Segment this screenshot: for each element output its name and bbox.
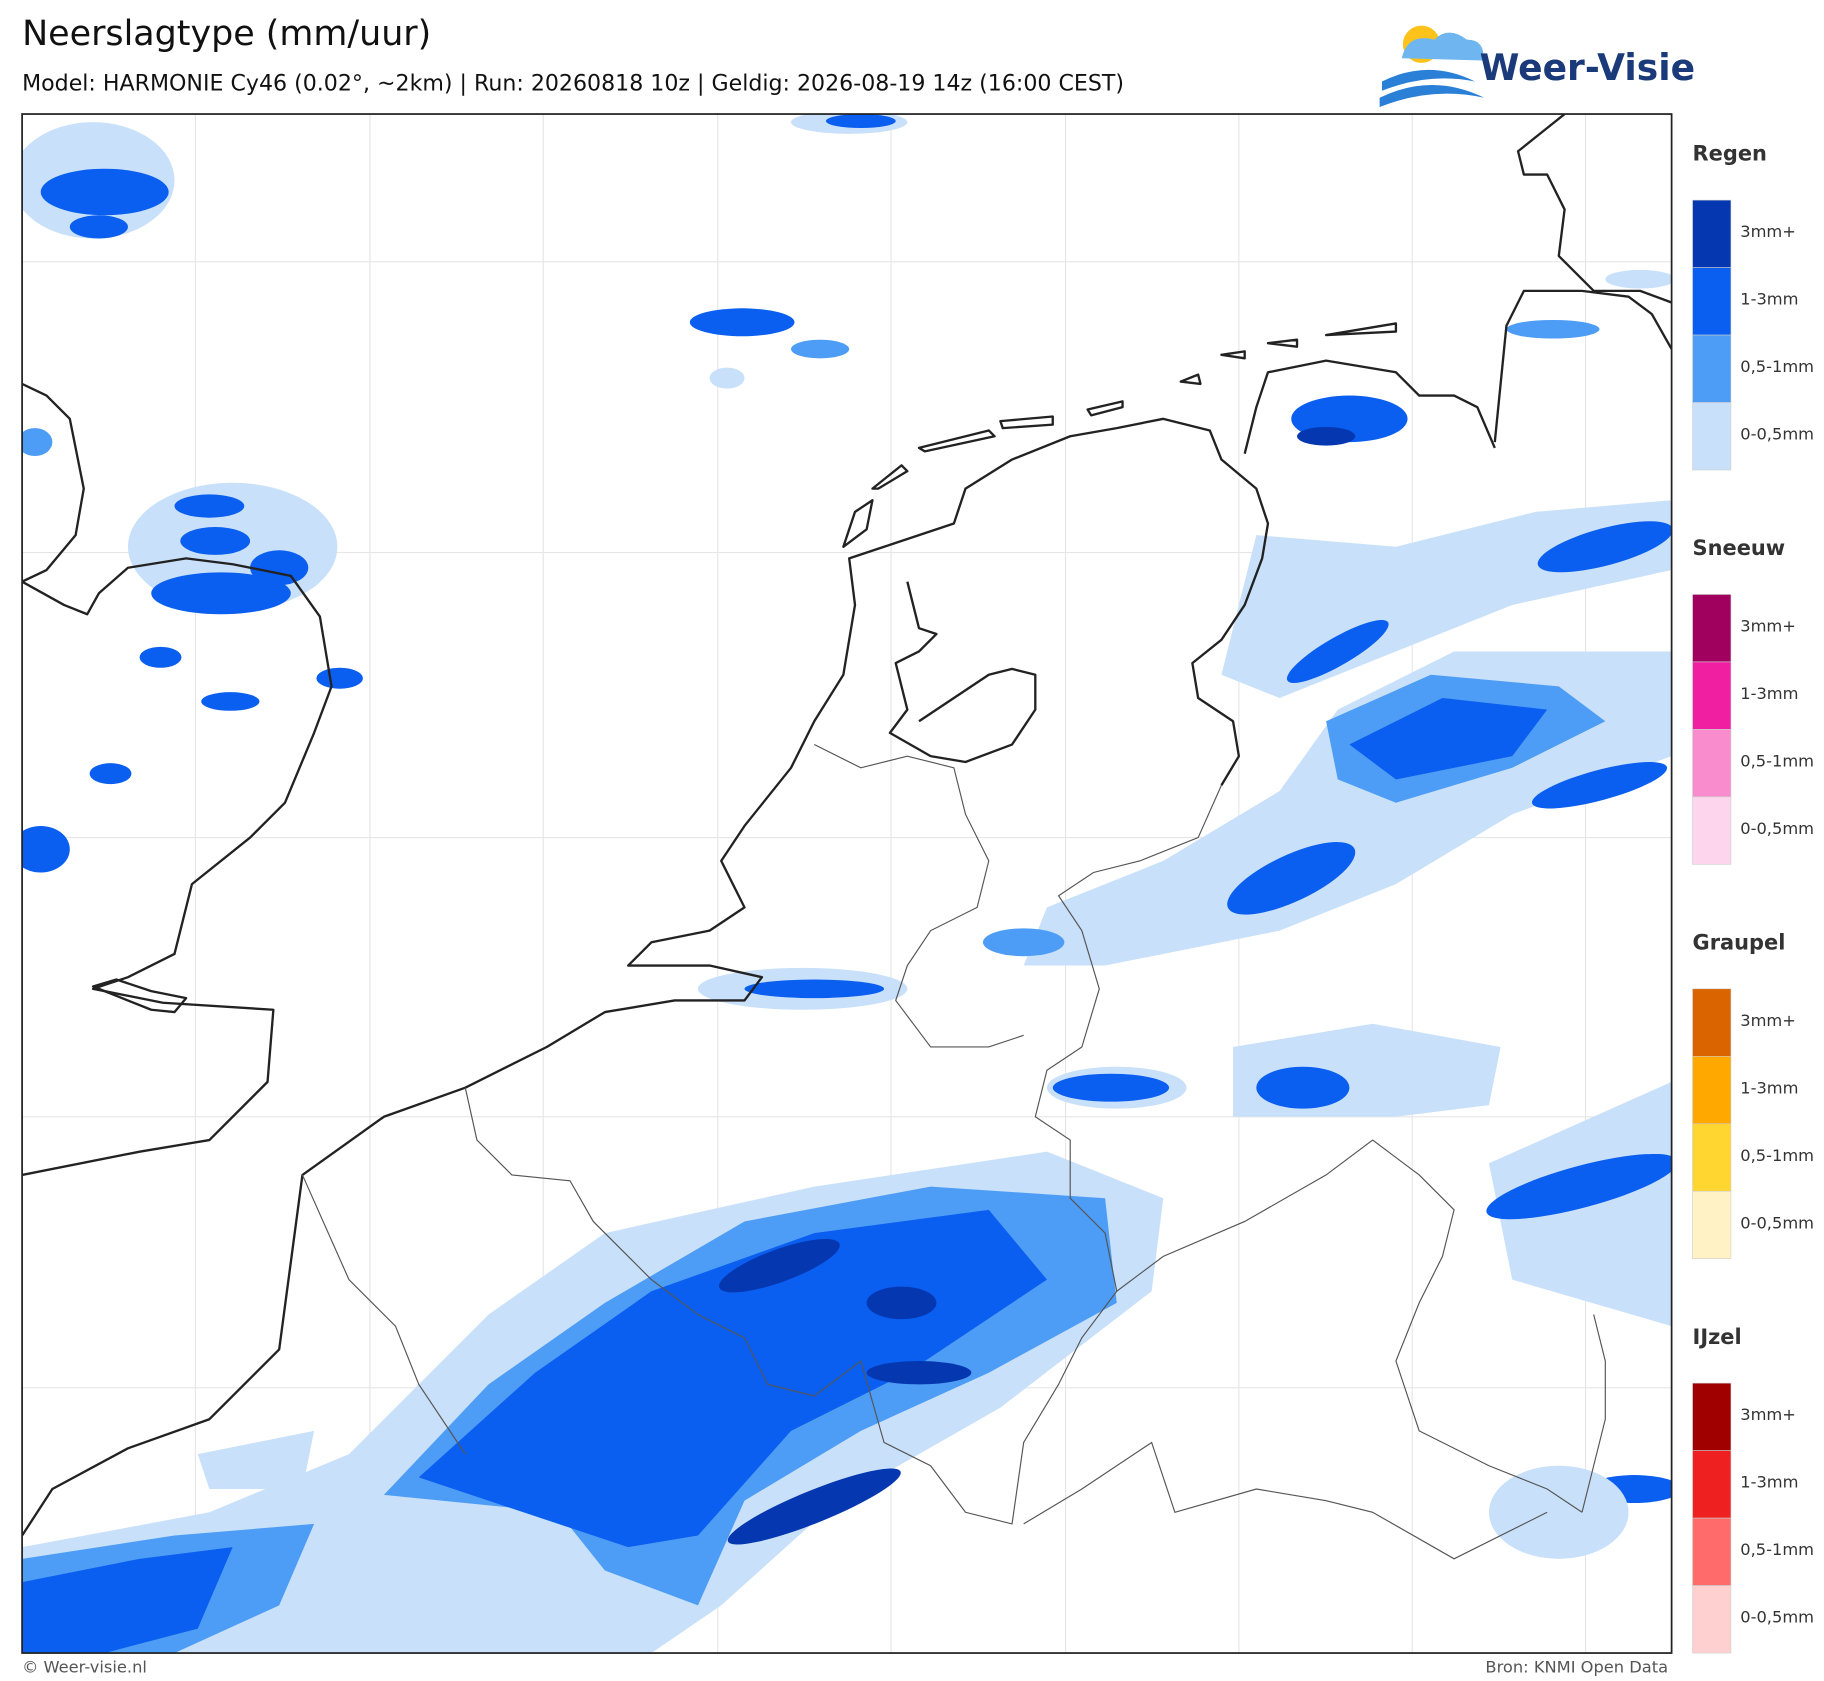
legend-label: 0,5-1mm	[1740, 1146, 1814, 1165]
legend-swatch	[1692, 267, 1732, 336]
legend-label: 1-3mm	[1740, 290, 1798, 309]
legend-swatch	[1692, 1517, 1732, 1586]
legend-label: 0,5-1mm	[1740, 357, 1814, 376]
legend-label: 1-3mm	[1740, 1078, 1798, 1097]
legend-swatch	[1692, 199, 1732, 268]
legend-label: 1-3mm	[1740, 1473, 1798, 1492]
legend-swatch	[1692, 402, 1732, 471]
legend-swatch	[1692, 661, 1732, 730]
legend-title: IJzel	[1693, 1325, 1742, 1349]
legend-swatch	[1692, 988, 1732, 1057]
legend-swatch	[1692, 334, 1732, 403]
map-frame	[21, 113, 1673, 1654]
legend-swatch	[1692, 1585, 1732, 1654]
footer-right: Bron: KNMI Open Data	[1485, 1658, 1668, 1677]
legend-label: 0-0,5mm	[1740, 425, 1814, 444]
subtitle: Model: HARMONIE Cy46 (0.02°, ~2km) | Run…	[22, 70, 1124, 96]
legend-swatch	[1692, 729, 1732, 798]
title: Neerslagtype (mm/uur)	[22, 14, 431, 54]
legend: Regen 3mm+ 1-3mm 0,5-1mm 0-0,5mm Sneeuw 3mm+ 1-…	[1692, 142, 1814, 1654]
legend-swatch	[1692, 1055, 1732, 1125]
logo-text: Weer-Visie	[1480, 47, 1695, 89]
legend-swatch	[1692, 1123, 1732, 1192]
legend-label: 1-3mm	[1740, 684, 1798, 703]
legend-label: 0-0,5mm	[1740, 1213, 1814, 1232]
coastlines	[22, 114, 1672, 1537]
legend-swatch	[1692, 1382, 1732, 1451]
legend-label: 3mm+	[1740, 222, 1796, 241]
precipitation	[22, 114, 1672, 1654]
legend-swatch	[1692, 796, 1732, 865]
legend-title: Regen	[1693, 142, 1767, 166]
legend-title: Sneeuw	[1693, 536, 1786, 560]
borders	[301, 744, 1606, 1560]
legend-label: 3mm+	[1740, 617, 1796, 636]
legend-label: 3mm+	[1740, 1011, 1796, 1030]
map	[21, 113, 1673, 1654]
legend-swatch	[1692, 1190, 1732, 1259]
legend-title: Graupel	[1693, 930, 1786, 954]
legend-swatch	[1692, 1450, 1732, 1519]
legend-swatch	[1692, 594, 1732, 663]
footer-left: © Weer-visie.nl	[22, 1658, 147, 1677]
legend-label: 0,5-1mm	[1740, 751, 1814, 770]
logo: Weer-Visie	[1379, 25, 1695, 108]
legend-label: 0-0,5mm	[1740, 1608, 1814, 1627]
legend-label: 0,5-1mm	[1740, 1540, 1814, 1559]
legend-label: 0-0,5mm	[1740, 819, 1814, 838]
legend-label: 3mm+	[1740, 1405, 1796, 1424]
